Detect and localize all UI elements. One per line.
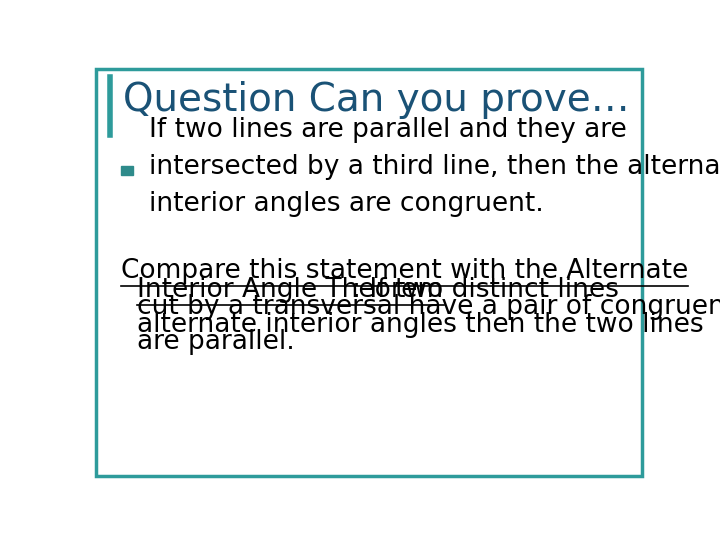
Text: alternate interior angles then the two lines: alternate interior angles then the two l… [138,312,704,338]
Text: are parallel.: are parallel. [138,329,295,355]
Text: Compare this statement with the Alternate: Compare this statement with the Alternat… [121,258,688,284]
Text: Interior Angle Theorem: Interior Angle Theorem [138,277,444,303]
Bar [121,166,133,175]
Text: Question Can you prove…: Question Can you prove… [124,81,630,119]
Text: If two lines are parallel and they are
intersected by a third line, then the alt: If two lines are parallel and they are i… [148,117,720,217]
Text: cut by a transversal have a pair of congruent: cut by a transversal have a pair of cong… [138,294,720,320]
Text: : If two distinct lines: : If two distinct lines [352,277,619,303]
